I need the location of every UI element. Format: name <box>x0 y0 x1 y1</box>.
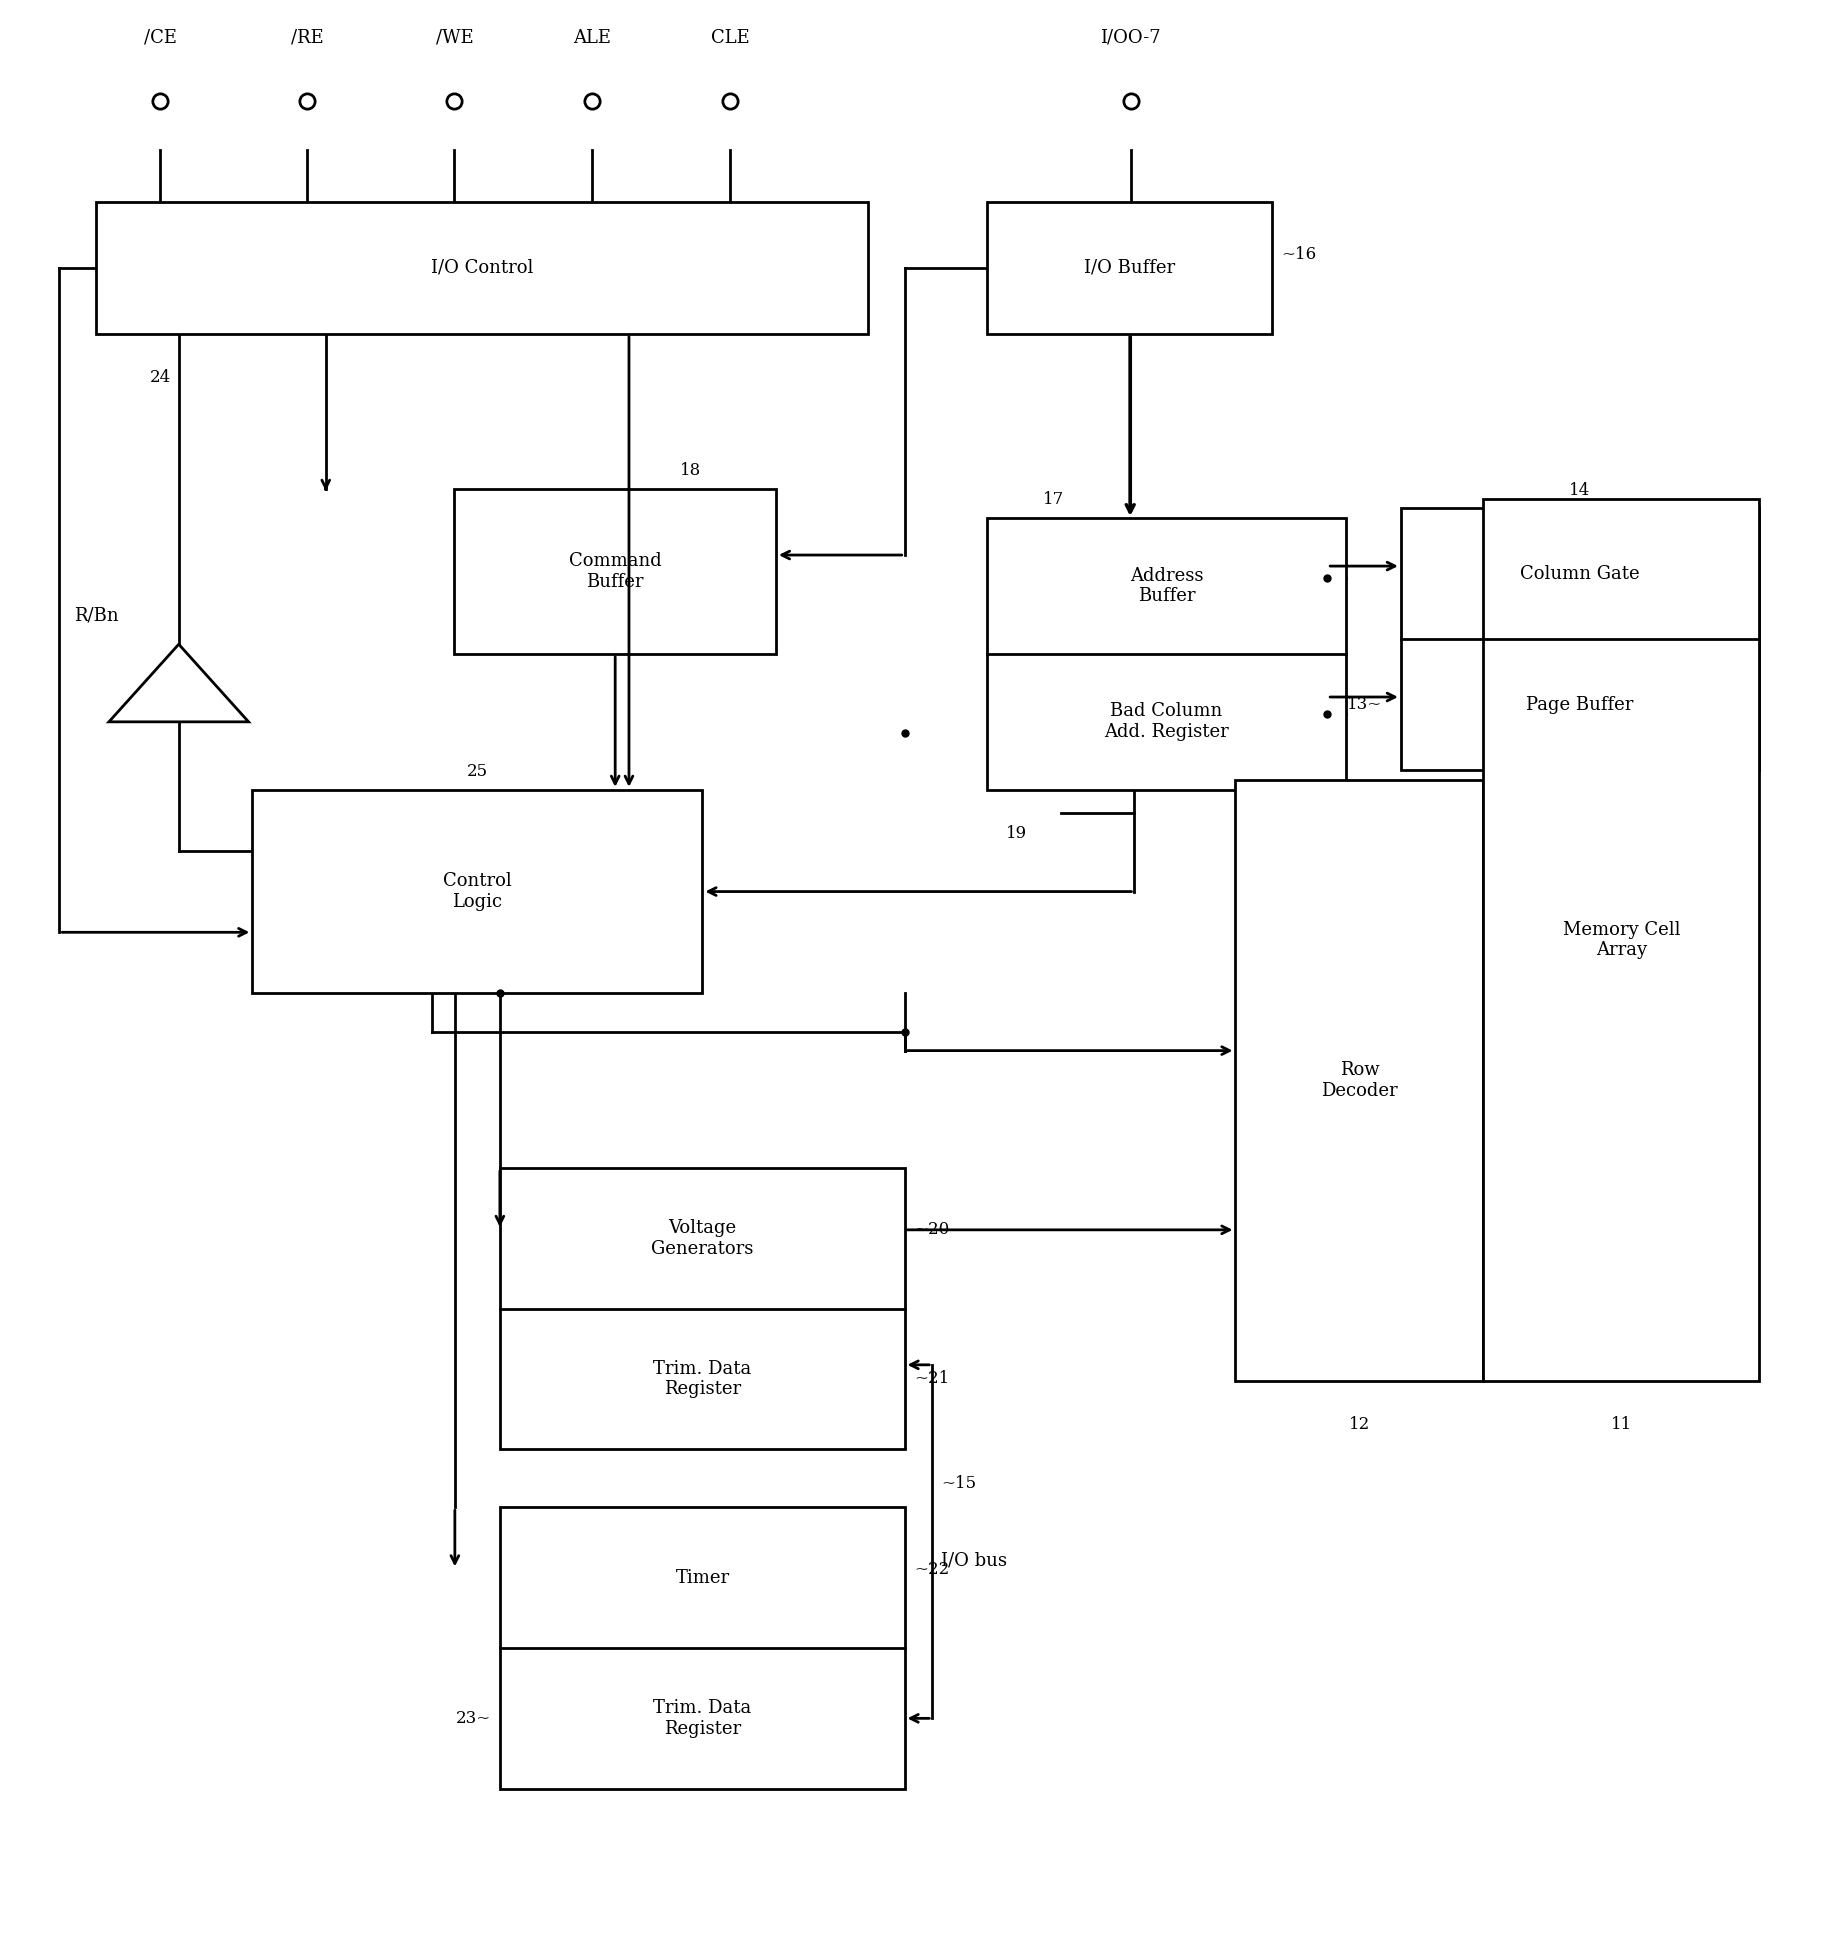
Text: Page Buffer: Page Buffer <box>1527 695 1634 713</box>
Text: 25: 25 <box>467 764 487 779</box>
Text: I/O Control: I/O Control <box>430 259 533 277</box>
FancyBboxPatch shape <box>988 518 1346 789</box>
Text: 19: 19 <box>1006 824 1026 842</box>
Text: 24: 24 <box>150 368 172 386</box>
Text: /CE: /CE <box>144 29 177 47</box>
Text: /WE: /WE <box>436 29 473 47</box>
Text: ~20: ~20 <box>914 1221 949 1239</box>
FancyBboxPatch shape <box>454 489 775 655</box>
Text: 11: 11 <box>1612 1416 1632 1434</box>
Text: I/OO-7: I/OO-7 <box>1100 29 1161 47</box>
Text: Bad Column
Add. Register: Bad Column Add. Register <box>1104 703 1229 742</box>
FancyBboxPatch shape <box>988 203 1272 333</box>
Text: Row
Decoder: Row Decoder <box>1322 1062 1397 1101</box>
FancyBboxPatch shape <box>253 789 703 993</box>
Text: 13~: 13~ <box>1348 695 1383 713</box>
Text: I/O Buffer: I/O Buffer <box>1084 259 1176 277</box>
Text: Address
Buffer: Address Buffer <box>1130 567 1204 606</box>
Text: Command
Buffer: Command Buffer <box>569 551 661 590</box>
FancyBboxPatch shape <box>500 1508 905 1788</box>
Text: 14: 14 <box>1569 481 1591 499</box>
Text: 18: 18 <box>679 462 701 479</box>
FancyBboxPatch shape <box>96 203 868 333</box>
Text: I/O bus: I/O bus <box>941 1553 1008 1570</box>
Text: Voltage
Generators: Voltage Generators <box>652 1219 753 1258</box>
Text: Memory Cell
Array: Memory Cell Array <box>1562 921 1680 960</box>
Text: Control
Logic: Control Logic <box>443 873 511 912</box>
Text: Trim. Data
Register: Trim. Data Register <box>653 1699 751 1738</box>
Text: ~22: ~22 <box>914 1560 949 1578</box>
FancyBboxPatch shape <box>1235 779 1484 1381</box>
Text: ~15: ~15 <box>941 1475 977 1492</box>
FancyBboxPatch shape <box>500 1169 905 1449</box>
Text: Timer: Timer <box>676 1568 729 1588</box>
Text: ~16: ~16 <box>1281 245 1316 263</box>
Text: CLE: CLE <box>711 29 749 47</box>
Text: R/Bn: R/Bn <box>74 606 118 623</box>
Text: 23~: 23~ <box>456 1710 491 1726</box>
Text: Trim. Data
Register: Trim. Data Register <box>653 1360 751 1399</box>
Text: ALE: ALE <box>574 29 611 47</box>
FancyBboxPatch shape <box>1484 499 1759 1381</box>
Polygon shape <box>109 645 249 723</box>
Text: 12: 12 <box>1349 1416 1370 1434</box>
FancyBboxPatch shape <box>1401 508 1759 769</box>
Text: /RE: /RE <box>292 29 323 47</box>
Text: Column Gate: Column Gate <box>1519 565 1639 582</box>
Text: 17: 17 <box>1043 491 1063 508</box>
Text: ~21: ~21 <box>914 1369 949 1387</box>
